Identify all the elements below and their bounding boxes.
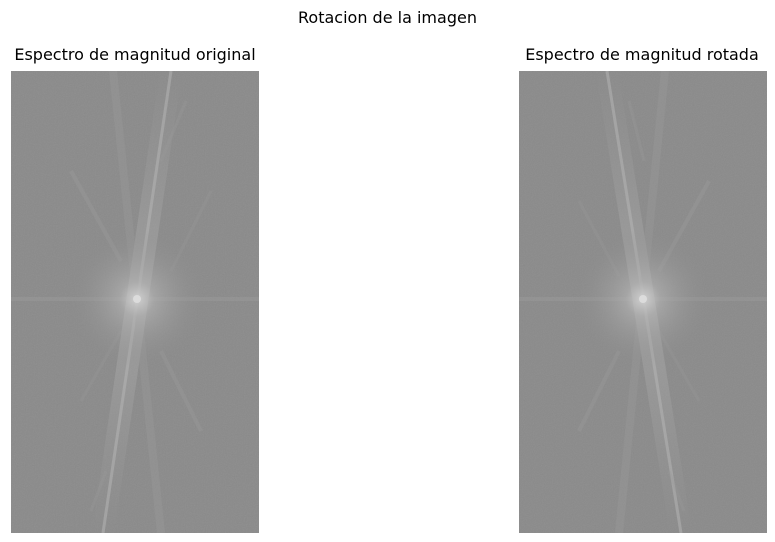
magnitude-spectrum-rotated-image [519,71,767,533]
figure-title: Rotacion de la imagen [298,8,477,27]
magnitude-spectrum-original-image [11,71,259,533]
panel-title-original: Espectro de magnitud original [14,45,256,64]
panel-title-rotated: Espectro de magnitud rotada [525,45,759,64]
